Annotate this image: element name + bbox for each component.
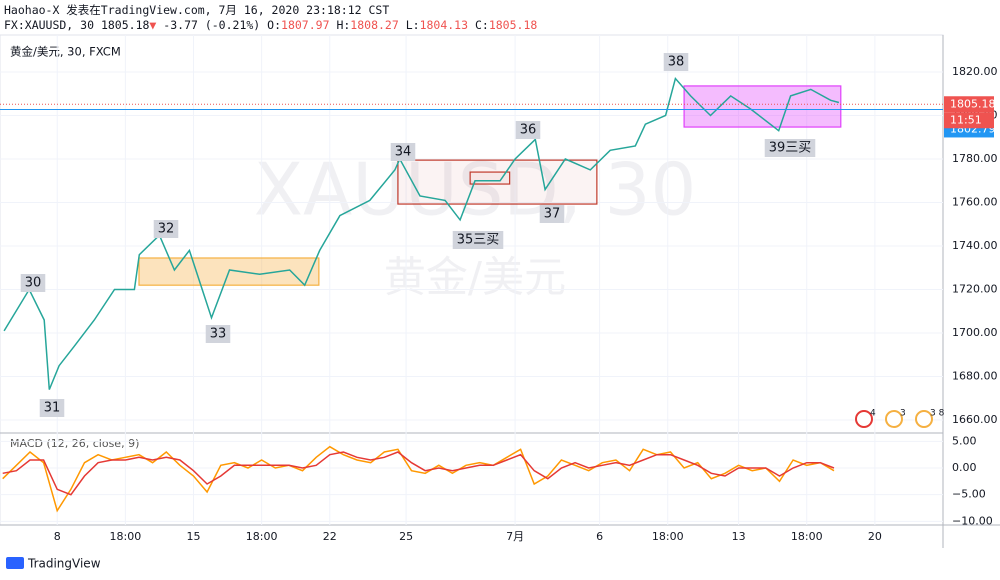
high: 1808.27	[350, 18, 399, 32]
series-line	[3, 76, 840, 390]
y-tick-label: 1740.00	[952, 239, 998, 252]
annotation: 32	[158, 222, 175, 237]
annotation-box	[390, 143, 416, 161]
y-tick-label: 1680.00	[952, 370, 998, 383]
x-tick-label: 18:00	[246, 530, 278, 543]
x-tick-label: 18:00	[652, 530, 684, 543]
x-tick-label: 13	[732, 530, 746, 543]
open: 1807.97	[281, 18, 330, 32]
annotation-box	[452, 231, 504, 249]
annotation-box	[205, 325, 231, 343]
y-tick-label: 0.00	[952, 461, 977, 474]
x-tick-label: 15	[187, 530, 201, 543]
annotation-box	[663, 53, 689, 71]
annotation: 36	[520, 123, 537, 138]
y-tick-label: 1820.00	[952, 65, 998, 78]
watermark: XAUUSD, 30	[254, 148, 697, 232]
l-label: L:	[405, 18, 420, 32]
y-tick-label: 1760.00	[952, 196, 998, 209]
x-tick-label: 6	[596, 530, 603, 543]
footer-brand: TradingView	[27, 557, 101, 571]
y-tick-label: −5.00	[952, 488, 986, 501]
watermark: 黄金/美元	[384, 253, 566, 302]
price-tag	[944, 96, 994, 113]
annotation-box	[20, 274, 46, 292]
countdown-tag	[944, 112, 994, 129]
chart-title: 黄金/美元, 30, FXCM	[10, 45, 121, 59]
annotation: 35三买	[457, 233, 500, 248]
indicator-title: MACD (12, 26, close, 9)	[10, 437, 139, 450]
arrow: ▼	[149, 18, 157, 32]
x-tick-label: 8	[54, 530, 61, 543]
event-icon[interactable]	[885, 410, 903, 428]
x-tick-label: 18:00	[110, 530, 142, 543]
quote-line: FX:XAUUSD, 30 1805.18▼ -3.77 (-0.21%) O:…	[4, 18, 537, 33]
event-count: 3 8	[930, 409, 945, 419]
logo	[6, 557, 24, 569]
annotation: 31	[44, 401, 61, 416]
event-count: 3	[900, 409, 906, 419]
y-tick-label: 1780.00	[952, 152, 998, 165]
author-line: Haohao-X 发表在TradingView.com, 7月 16, 2020…	[4, 3, 390, 17]
x-tick-label: 7月	[506, 530, 524, 543]
zone	[397, 159, 598, 205]
y-tick-label: −10.00	[952, 514, 993, 527]
y-tick-label: 1720.00	[952, 283, 998, 296]
c-label: C:	[474, 18, 489, 32]
price-tag-label: 1805.18	[950, 97, 996, 110]
symbol: FX:XAUUSD, 30	[4, 18, 95, 32]
countdown: 11:51	[950, 113, 982, 126]
event-icon[interactable]	[855, 410, 873, 428]
annotation-box	[539, 205, 565, 223]
y-tick-label: 5.00	[952, 434, 977, 447]
close: 1805.18	[488, 18, 538, 32]
h-label: H:	[336, 18, 351, 32]
annotation-box	[153, 220, 179, 238]
x-tick-label: 22	[323, 530, 337, 543]
annotation-box	[515, 121, 541, 139]
x-tick-label: 20	[868, 530, 882, 543]
annotation-box	[764, 139, 816, 157]
annotation: 33	[210, 327, 227, 342]
annotation: 34	[395, 145, 412, 160]
zone	[683, 85, 842, 128]
header: Haohao-X 发表在TradingView.com, 7月 16, 2020…	[4, 3, 537, 33]
change: -3.77 (-0.21%)	[163, 18, 261, 32]
y-tick-label: 1700.00	[952, 326, 998, 339]
series-line	[2, 445, 835, 513]
event-icon[interactable]	[915, 410, 933, 428]
annotation: 37	[544, 207, 561, 222]
annotation: 30	[25, 276, 42, 291]
annotation-box	[39, 399, 65, 417]
low: 1804.13	[419, 18, 469, 32]
x-tick-label: 18:00	[791, 530, 823, 543]
annotation: 39三买	[769, 141, 812, 156]
series-line	[2, 451, 835, 496]
o-label: O:	[267, 18, 282, 32]
x-tick-label: 25	[399, 530, 413, 543]
annotation: 38	[668, 55, 685, 70]
y-tick-label: 1660.00	[952, 413, 998, 426]
last: 1805.18	[100, 18, 150, 32]
event-count: 4	[870, 409, 876, 419]
zone	[469, 171, 511, 185]
